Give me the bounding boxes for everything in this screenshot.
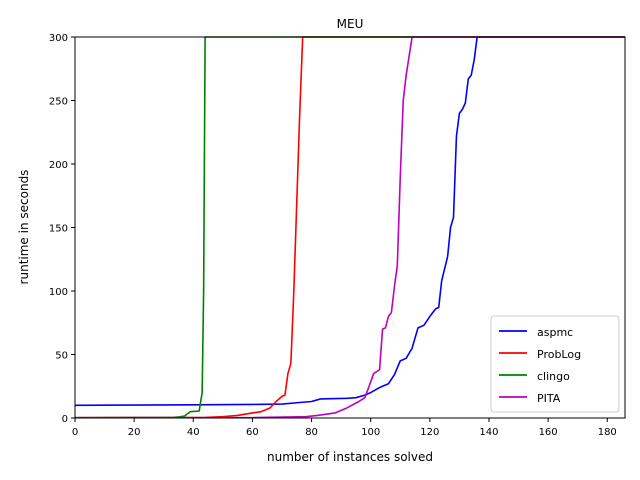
x-tick-label: 40 bbox=[187, 427, 200, 438]
y-tick-label: 150 bbox=[49, 224, 68, 235]
y-axis-ticks: 0 50 100 150 200 250 300 bbox=[49, 33, 75, 425]
y-axis-label: runtime in seconds bbox=[17, 170, 31, 285]
series-line-problog bbox=[75, 36, 625, 419]
y-tick-label: 250 bbox=[49, 97, 68, 108]
x-tick-label: 0 bbox=[72, 427, 78, 438]
legend-label: PITA bbox=[537, 392, 561, 405]
x-tick-label: 120 bbox=[420, 427, 439, 438]
y-tick-label: 200 bbox=[49, 160, 68, 171]
x-tick-label: 60 bbox=[246, 427, 259, 438]
legend-label: ProbLog bbox=[537, 348, 581, 361]
y-tick-label: 0 bbox=[62, 414, 68, 425]
series-line-aspmc bbox=[75, 36, 625, 407]
series-layer bbox=[75, 36, 625, 419]
x-tick-label: 100 bbox=[361, 427, 380, 438]
x-axis-ticks: 0 20 40 60 80 100 120 140 160 180 bbox=[72, 418, 617, 438]
x-tick-label: 160 bbox=[539, 427, 558, 438]
legend-label: aspmc bbox=[537, 326, 573, 339]
legend: aspmc ProbLog clingo PITA bbox=[490, 315, 620, 413]
y-tick-label: 300 bbox=[49, 33, 68, 44]
y-tick-label: 50 bbox=[55, 351, 68, 362]
x-tick-label: 140 bbox=[479, 427, 498, 438]
legend-box bbox=[490, 315, 620, 413]
x-tick-label: 80 bbox=[305, 427, 318, 438]
x-tick-label: 180 bbox=[598, 427, 617, 438]
legend-label: clingo bbox=[537, 370, 570, 383]
y-tick-label: 100 bbox=[49, 287, 68, 298]
x-tick-label: 20 bbox=[128, 427, 141, 438]
series-line-pita bbox=[75, 36, 625, 419]
chart-title: MEU bbox=[337, 17, 364, 31]
x-axis-label: number of instances solved bbox=[267, 450, 433, 464]
